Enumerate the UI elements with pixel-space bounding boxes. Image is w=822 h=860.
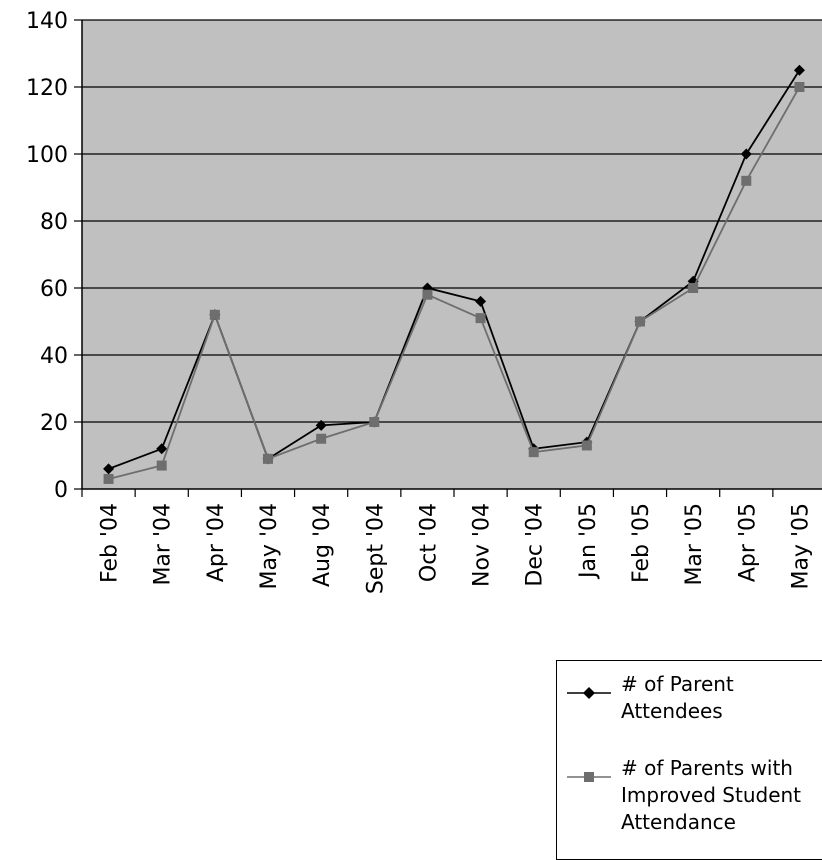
- data-point-square: [209, 309, 220, 320]
- data-point-square: [475, 313, 486, 324]
- y-tick-label: 20: [40, 411, 68, 436]
- data-point-diamond: [793, 64, 805, 76]
- x-tick-label: Sept '04: [363, 503, 388, 594]
- data-point-square: [263, 453, 273, 464]
- x-tick-label: May '05: [788, 503, 813, 590]
- y-tick-label: 80: [40, 210, 68, 235]
- data-point-square: [794, 82, 805, 92]
- x-tick-label: Mar '05: [682, 503, 707, 586]
- series-line: [108, 86, 801, 480]
- x-tick-label: Apr '05: [735, 503, 760, 582]
- legend-label: # of Parent Attendees: [621, 672, 734, 723]
- x-tick-label: Dec '04: [523, 503, 548, 587]
- data-point-square: [422, 289, 433, 300]
- plot-area: [82, 20, 822, 489]
- data-point-square: [528, 447, 539, 458]
- gridlines: [82, 19, 822, 423]
- y-tick-label: 0: [54, 478, 68, 503]
- data-point-square: [741, 175, 752, 186]
- legend-square-line-icon: [567, 772, 611, 782]
- x-tick-label: Oct '04: [416, 503, 441, 582]
- data-point-diamond: [156, 443, 168, 455]
- x-tick-label: Apr '04: [204, 503, 229, 582]
- legend: # of Parent Attendees # of Parents with …: [556, 660, 822, 860]
- x-tick-label: Mar '04: [151, 503, 176, 586]
- legend-diamond-line-icon: [567, 687, 611, 699]
- x-tick-label: Nov '04: [470, 503, 495, 587]
- x-tick-label: Jan '05: [576, 503, 601, 580]
- data-point-square: [369, 417, 380, 427]
- x-axis-ticks: Feb '04 Mar '04 Apr '04 May '04 Aug '04 Sept …: [81, 489, 813, 594]
- data-point-diamond: [315, 419, 327, 431]
- y-tick-label: 120: [26, 76, 68, 101]
- series: [103, 64, 805, 484]
- y-tick-label: 60: [40, 277, 68, 302]
- data-point-square: [103, 473, 114, 484]
- y-tick-label: 140: [26, 9, 68, 34]
- y-tick-label: 100: [26, 143, 68, 168]
- x-tick-label: Aug '04: [310, 503, 335, 587]
- legend-label: # of Parents with Improved Student Atten…: [621, 756, 802, 834]
- data-point-square: [581, 440, 592, 451]
- data-point-diamond: [740, 148, 752, 160]
- data-point-square: [635, 316, 645, 327]
- x-tick-label: Feb '04: [98, 503, 123, 583]
- data-point-square: [688, 283, 699, 293]
- data-point-square: [156, 460, 167, 471]
- data-point-diamond: [103, 463, 115, 475]
- y-tick-label: 40: [40, 344, 68, 369]
- data-point-diamond: [475, 295, 487, 307]
- data-point-square: [316, 433, 327, 444]
- x-tick-label: Feb '05: [629, 503, 654, 583]
- y-axis-ticks: 0 20 40 60 80 100 120 140: [26, 9, 82, 503]
- x-tick-label: May '04: [257, 503, 282, 590]
- series-2: [103, 82, 805, 484]
